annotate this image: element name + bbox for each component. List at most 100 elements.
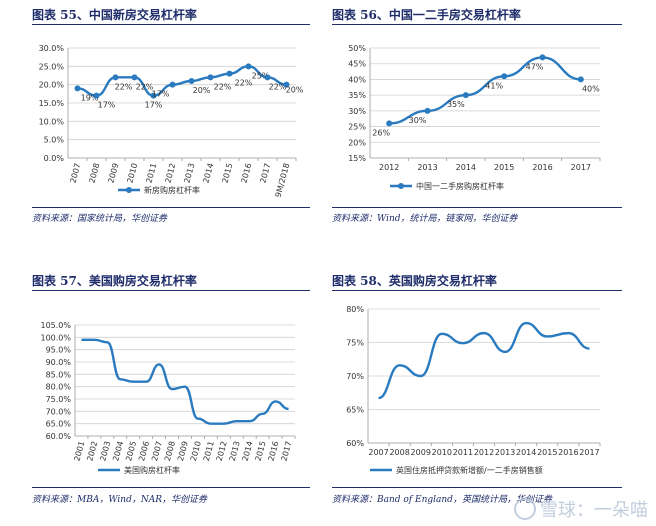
y-tick-label: 80% — [346, 305, 364, 314]
x-tick-label: 2014 — [516, 448, 536, 457]
source-rule — [32, 487, 310, 488]
legend-marker — [398, 183, 404, 189]
x-tick-label: 2009 — [106, 162, 120, 184]
source-note: 资料来源：Band of England，英国统计局，华创证券 — [332, 495, 552, 505]
data-label: 35% — [447, 100, 465, 109]
x-tick-label: 2017 — [258, 162, 272, 184]
x-tick-label: 2015 — [220, 162, 234, 184]
x-tick-label: 2017 — [579, 448, 599, 457]
x-tick-label: 2010 — [125, 162, 139, 184]
y-tick-label: 65.0% — [46, 420, 72, 429]
y-tick-label: 75% — [346, 339, 364, 348]
data-point — [169, 81, 176, 88]
x-tick-label: 2002 — [85, 440, 99, 462]
data-point — [112, 74, 119, 81]
data-point — [150, 92, 157, 99]
x-tick-label: 2015 — [494, 163, 514, 172]
x-tick-label: 2013 — [228, 440, 242, 462]
x-tick-label: 2011 — [144, 162, 158, 184]
legend-marker — [126, 187, 132, 193]
data-point — [462, 92, 469, 99]
data-point — [207, 74, 214, 81]
y-tick-label: 35% — [348, 91, 366, 100]
watermark-text: 雪球：一朵喵 — [540, 500, 648, 521]
y-tick-label: 15% — [348, 154, 366, 163]
x-tick-label: 2014 — [201, 162, 215, 184]
watermark: 雪球：一朵喵 — [514, 496, 648, 522]
x-tick-label: 2012 — [379, 163, 399, 172]
data-point — [74, 85, 81, 92]
x-tick-label: 2011 — [202, 440, 216, 462]
x-tick-label: 2009 — [411, 448, 431, 457]
y-tick-label: 70.0% — [46, 407, 72, 416]
y-tick-label: 30% — [348, 107, 366, 116]
x-tick-label: 2014 — [241, 440, 255, 462]
panel-title: 图表 55、中国新房交易杠杆率 — [32, 8, 197, 22]
x-tick-label: 2010 — [189, 440, 203, 462]
x-tick-label: 2016 — [532, 163, 552, 172]
x-tick-label: 2013 — [495, 448, 515, 457]
data-label: 17% — [98, 101, 116, 110]
data-point — [188, 78, 195, 84]
y-tick-label: 25% — [348, 123, 366, 132]
x-tick-label: 2015 — [537, 448, 557, 457]
y-tick-label: 105.0% — [40, 321, 71, 330]
data-point — [283, 81, 290, 88]
data-point — [245, 63, 252, 70]
x-tick-label: 2012 — [215, 440, 229, 462]
x-tick-label: 2016 — [239, 162, 253, 184]
data-label: 26% — [372, 128, 390, 137]
data-point — [501, 73, 508, 80]
source-note: 资料来源：MBA，Wind，NAR，华创证券 — [32, 495, 208, 505]
x-tick-label: 2008 — [87, 162, 101, 184]
series-line — [81, 338, 289, 425]
y-tick-label: 20.0% — [39, 81, 65, 90]
y-tick-label: 10.0% — [39, 117, 65, 126]
x-tick-label: 2011 — [453, 448, 473, 457]
x-tick-label: 9M/2018 — [274, 162, 292, 198]
data-point — [386, 120, 393, 127]
legend-label: 新房购房杠杆率 — [144, 185, 200, 195]
legend-label: 中国一二手房购房杠杆率 — [416, 181, 504, 191]
data-label: 19% — [81, 93, 99, 102]
title-rule — [332, 290, 622, 291]
data-label: 47% — [526, 62, 544, 71]
data-label: 41% — [485, 81, 503, 90]
y-tick-label: 60.0% — [46, 432, 72, 441]
y-tick-label: 50% — [348, 44, 366, 53]
x-tick-label: 2007 — [368, 448, 388, 457]
y-tick-label: 0.0% — [44, 154, 65, 163]
x-tick-label: 2006 — [137, 440, 151, 462]
source-rule — [332, 207, 622, 208]
y-tick-label: 15.0% — [39, 99, 65, 108]
source-rule — [332, 487, 622, 488]
legend-label: 美国购房杠杆率 — [124, 465, 180, 475]
legend-label: 英国住房抵押贷款新增额/一二手房销售额 — [396, 465, 543, 475]
y-tick-label: 90.0% — [46, 358, 72, 367]
source-note: 资料来源：国家统计局，华创证券 — [32, 214, 168, 224]
source-note: 资料来源：Wind，统计局，链家网，华创证券 — [332, 214, 518, 224]
x-tick-label: 2016 — [558, 448, 578, 457]
x-tick-label: 2013 — [417, 163, 437, 172]
data-label: 22% — [235, 79, 253, 88]
y-tick-label: 25.0% — [39, 62, 65, 71]
data-point — [93, 92, 100, 99]
y-tick-label: 100.0% — [40, 333, 71, 342]
data-point — [264, 74, 271, 81]
x-tick-label: 2017 — [279, 440, 293, 462]
data-label: 22% — [269, 82, 287, 91]
y-tick-label: 20% — [348, 138, 366, 147]
data-label: 17% — [152, 90, 170, 99]
series-line — [389, 56, 581, 125]
data-label: 30% — [409, 116, 427, 125]
data-point — [424, 107, 431, 114]
x-tick-label: 2014 — [456, 163, 476, 172]
x-tick-label: 2012 — [163, 162, 177, 184]
x-tick-label: 2007 — [68, 162, 82, 184]
x-tick-label: 2010 — [432, 448, 452, 457]
series-line — [378, 321, 590, 400]
title-rule — [32, 24, 310, 25]
x-tick-label: 2008 — [163, 440, 177, 462]
data-label: 25% — [252, 71, 270, 80]
data-label: 22% — [115, 82, 133, 91]
